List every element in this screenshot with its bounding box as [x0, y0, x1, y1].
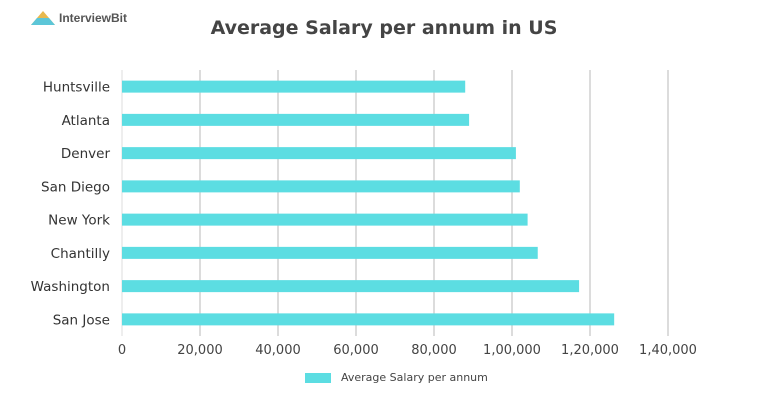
x-tick-label: 1,00,000: [483, 343, 541, 358]
interviewbit-logo: InterviewBit: [30, 10, 127, 26]
x-tick-label: 0: [118, 343, 126, 358]
bar-washington: [122, 280, 580, 293]
y-category-label: Atlanta: [62, 113, 110, 129]
legend: Average Salary per annum: [305, 371, 488, 384]
y-category-label: Washington: [31, 279, 110, 295]
x-tick-label: 20,000: [177, 343, 223, 358]
chart-title: Average Salary per annum in US: [210, 17, 558, 39]
legend-swatch: [305, 372, 331, 383]
x-tick-label: 60,000: [333, 343, 379, 358]
y-category-label: San Jose: [53, 312, 110, 328]
y-category-label: Chantilly: [51, 246, 110, 262]
y-category-label: Denver: [61, 146, 111, 162]
bar-denver: [122, 147, 516, 160]
x-tick-label: 1,40,000: [639, 343, 697, 358]
bar-san-diego: [122, 180, 520, 193]
legend-label: Average Salary per annum: [341, 371, 488, 384]
y-category-label: New York: [48, 213, 110, 229]
bar-atlanta: [122, 113, 470, 126]
bar-san-jose: [122, 313, 615, 326]
x-tick-label: 40,000: [255, 343, 301, 358]
bar-new-york: [122, 213, 528, 226]
x-tick-label: 1,20,000: [561, 343, 619, 358]
y-category-label: San Diego: [41, 179, 110, 195]
bar-huntsville: [122, 80, 466, 93]
y-category-label: Huntsville: [43, 80, 110, 96]
logo-icon: [31, 11, 55, 25]
logo-text: InterviewBit: [59, 11, 128, 25]
x-tick-label: 80,000: [411, 343, 457, 358]
bar-chantilly: [122, 246, 538, 259]
